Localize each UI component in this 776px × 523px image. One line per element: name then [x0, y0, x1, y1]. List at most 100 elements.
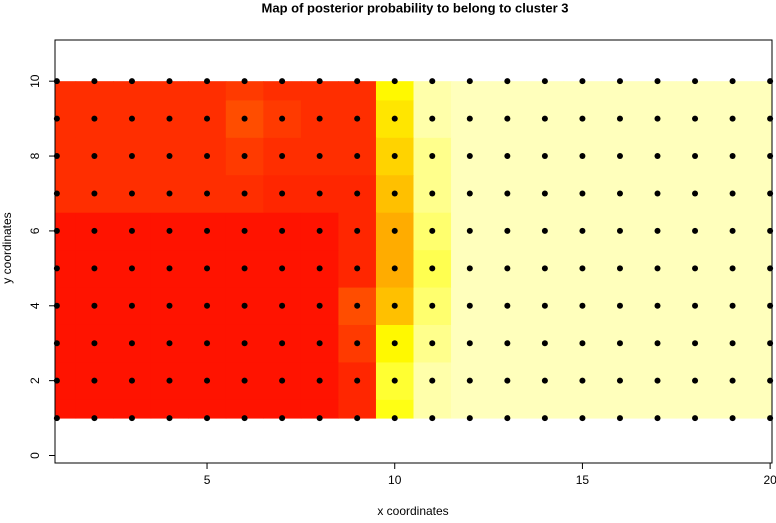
heat-cell — [150, 399, 189, 419]
point — [729, 302, 736, 309]
point — [354, 265, 361, 272]
point — [279, 415, 286, 422]
point — [579, 377, 586, 384]
point — [128, 115, 135, 122]
point — [541, 190, 548, 197]
point — [316, 78, 323, 85]
point — [429, 190, 436, 197]
point — [391, 340, 398, 347]
heat-cell — [55, 81, 77, 101]
point — [616, 115, 623, 122]
heat-cell — [150, 81, 189, 101]
point — [579, 415, 586, 422]
point — [279, 115, 286, 122]
point — [241, 190, 248, 197]
point — [616, 265, 623, 272]
point — [241, 377, 248, 384]
y-tick-label: 2 — [28, 377, 42, 384]
point — [579, 227, 586, 234]
point — [204, 115, 211, 122]
point — [504, 227, 511, 234]
point — [654, 227, 661, 234]
heat-cell — [375, 399, 414, 419]
heat-cell — [451, 81, 490, 101]
point — [429, 115, 436, 122]
heat-cell — [375, 81, 414, 101]
point — [504, 153, 511, 160]
heat-cell — [638, 399, 677, 419]
heat-cell — [188, 399, 227, 419]
point — [91, 115, 98, 122]
point — [204, 153, 211, 160]
heat-cell — [526, 81, 565, 101]
heat-cell — [676, 399, 715, 419]
point — [729, 265, 736, 272]
point — [504, 377, 511, 384]
point — [466, 302, 473, 309]
point — [91, 190, 98, 197]
point — [429, 265, 436, 272]
point — [128, 340, 135, 347]
point — [354, 377, 361, 384]
point — [692, 377, 699, 384]
point — [354, 153, 361, 160]
point — [579, 153, 586, 160]
heat-cell — [263, 399, 302, 419]
heat-cell — [676, 81, 715, 101]
point — [692, 153, 699, 160]
y-tick-label: 6 — [28, 227, 42, 234]
point — [692, 302, 699, 309]
heat-cell — [601, 399, 640, 419]
point — [616, 377, 623, 384]
heat-cell — [751, 287, 773, 325]
point — [504, 302, 511, 309]
point — [692, 415, 699, 422]
point — [391, 78, 398, 85]
point — [729, 153, 736, 160]
point — [504, 78, 511, 85]
point — [316, 190, 323, 197]
point — [391, 190, 398, 197]
point — [166, 377, 173, 384]
point — [579, 115, 586, 122]
point — [354, 227, 361, 234]
point — [241, 265, 248, 272]
point — [616, 415, 623, 422]
point — [616, 153, 623, 160]
point — [354, 190, 361, 197]
point — [654, 377, 661, 384]
point — [279, 302, 286, 309]
point — [316, 377, 323, 384]
point — [279, 227, 286, 234]
point — [279, 78, 286, 85]
point — [204, 265, 211, 272]
point — [504, 190, 511, 197]
heat-cell — [751, 399, 773, 419]
heat-cell — [413, 81, 452, 101]
point — [128, 377, 135, 384]
point — [429, 340, 436, 347]
point — [91, 153, 98, 160]
heat-cell — [188, 81, 227, 101]
point — [429, 377, 436, 384]
point — [391, 265, 398, 272]
point — [429, 227, 436, 234]
x-tick-label: 5 — [204, 473, 211, 487]
point — [166, 115, 173, 122]
point — [316, 115, 323, 122]
heat-cell — [751, 81, 773, 101]
point — [729, 190, 736, 197]
point — [504, 115, 511, 122]
point — [166, 78, 173, 85]
point — [692, 78, 699, 85]
point — [429, 415, 436, 422]
point — [654, 153, 661, 160]
point — [316, 265, 323, 272]
point — [429, 78, 436, 85]
heat-cell — [451, 399, 490, 419]
point — [91, 78, 98, 85]
point — [279, 153, 286, 160]
point — [616, 340, 623, 347]
point — [654, 302, 661, 309]
